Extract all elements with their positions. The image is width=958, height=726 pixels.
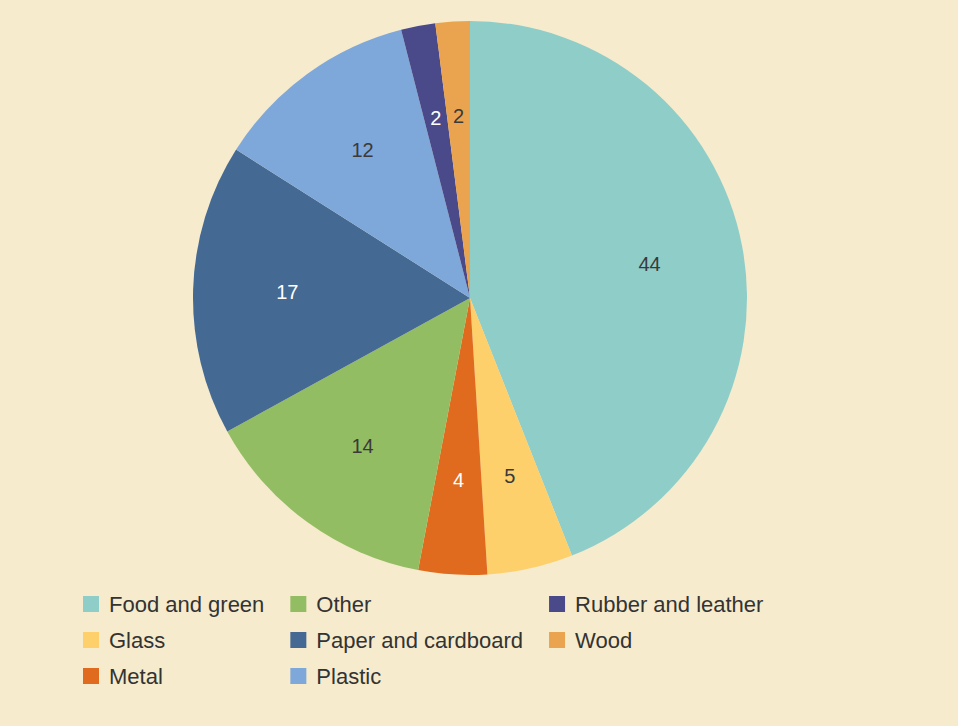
- legend-label: Plastic: [316, 664, 381, 689]
- legend-item: Wood: [549, 628, 632, 653]
- pie-slice: [470, 298, 572, 574]
- data-label: 17: [276, 281, 298, 303]
- legend-label: Wood: [575, 628, 632, 653]
- pie-slice: [435, 21, 470, 298]
- legend-item: Metal: [83, 664, 163, 689]
- chart: 44 5 4 14 17 12 22 Food and green Glass Metal Othe…: [0, 0, 958, 726]
- legend-label: Rubber and leather: [575, 592, 763, 617]
- data-label: 2: [453, 105, 464, 127]
- legend-swatch: [290, 596, 306, 612]
- legend-item: Other: [290, 592, 371, 617]
- legend-label: Paper and cardboard: [316, 628, 523, 653]
- pie-slice: [470, 21, 747, 556]
- legend-swatch: [290, 668, 306, 684]
- data-label: 5: [504, 465, 515, 487]
- legend-swatch: [290, 632, 306, 648]
- legend-label: Other: [316, 592, 371, 617]
- legend-item: Glass: [83, 628, 165, 653]
- legend-swatch: [549, 632, 565, 648]
- data-label: 2: [430, 107, 441, 129]
- data-label: 14: [351, 435, 373, 457]
- background: [0, 0, 958, 726]
- legend-item: Rubber and leather: [549, 592, 763, 617]
- pie: 44 5 4 14 17 12 22: [193, 21, 747, 575]
- legend-item: Paper and cardboard: [290, 628, 523, 653]
- data-label: 44: [638, 253, 660, 275]
- legend-swatch: [549, 596, 565, 612]
- legend-swatch: [83, 632, 99, 648]
- data-label: 12: [351, 139, 373, 161]
- legend-label: Metal: [109, 664, 163, 689]
- data-label: 4: [453, 469, 464, 491]
- legend-swatch: [83, 596, 99, 612]
- legend-item: Plastic: [290, 664, 381, 689]
- legend-label: Food and green: [109, 592, 264, 617]
- legend-label: Glass: [109, 628, 165, 653]
- legend-item: Food and green: [83, 592, 264, 617]
- legend-swatch: [83, 668, 99, 684]
- legend: Food and green Glass Metal Other Paper and c…: [83, 592, 763, 689]
